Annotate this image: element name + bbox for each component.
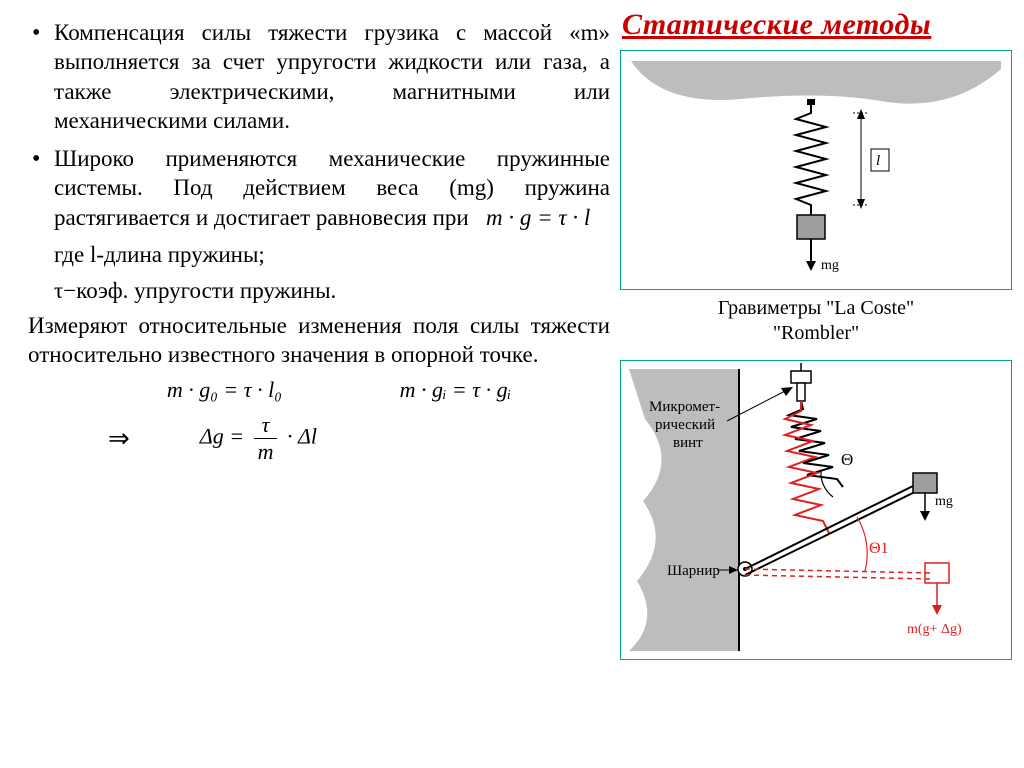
eq-final-rhs: · Δl — [287, 424, 317, 449]
sub-line-2-text: τ−коэф. упругости пружины. — [54, 278, 336, 303]
equation-final: ⇒ Δg = τ m · Δl — [28, 414, 610, 463]
fig1-caption-line1: Гравиметры "La Coste" — [718, 297, 914, 319]
label-mgdg: m(g+ Δg) — [907, 622, 962, 637]
page-title: Статические методы — [622, 8, 1012, 42]
mass-block — [797, 215, 825, 239]
sub-line-2: τ−коэф. упругости пружины. — [28, 276, 610, 305]
label-theta1: Θ1 — [869, 540, 889, 557]
mass-gray — [913, 473, 937, 493]
fig1-caption-line2: "Rombler" — [773, 322, 859, 344]
bullet-1: Компенсация силы тяжести грузика с массо… — [28, 18, 610, 136]
label-micrometer2: рический — [655, 417, 715, 433]
spring-red — [785, 401, 829, 533]
label-mg: mg — [821, 258, 839, 273]
figure-lever-gravimeter: Микромет- рический винт Шарнир — [620, 360, 1012, 660]
eq-final-lhs: Δg = — [200, 424, 244, 449]
equation-balance: m · g = τ · l — [486, 205, 590, 230]
ceiling-rock — [631, 61, 1001, 104]
label-micrometer3: винт — [673, 435, 703, 451]
label-hinge: Шарнир — [667, 563, 720, 579]
label-mg-fig2: mg — [935, 494, 953, 509]
measure-paragraph: Измеряют относительные изменения поля си… — [28, 311, 610, 370]
eq-final-num: τ — [254, 414, 278, 439]
figure1-caption: Гравиметры "La Coste" "Rombler" — [620, 296, 1012, 346]
label-l: l — [876, 153, 880, 169]
figure-spring-gravimeter: mg l — [620, 50, 1012, 290]
eq-final-den: m — [254, 439, 278, 463]
label-theta: Θ — [841, 450, 853, 469]
bullet-2: Широко применяются механические пружинны… — [28, 144, 610, 232]
equation-pair-left: m · g₀ = τ · l₀ — [167, 376, 282, 404]
label-micrometer1: Микромет- — [649, 399, 720, 415]
equation-pair-right: m · gᵢ = τ · gᵢ — [400, 376, 512, 404]
arrow-icon: ⇒ — [108, 422, 130, 455]
spring-icon — [796, 105, 826, 215]
sub-line-1-text: где l-длина пружины; — [54, 242, 265, 267]
sub-line-1: где l-длина пружины; — [28, 240, 610, 269]
